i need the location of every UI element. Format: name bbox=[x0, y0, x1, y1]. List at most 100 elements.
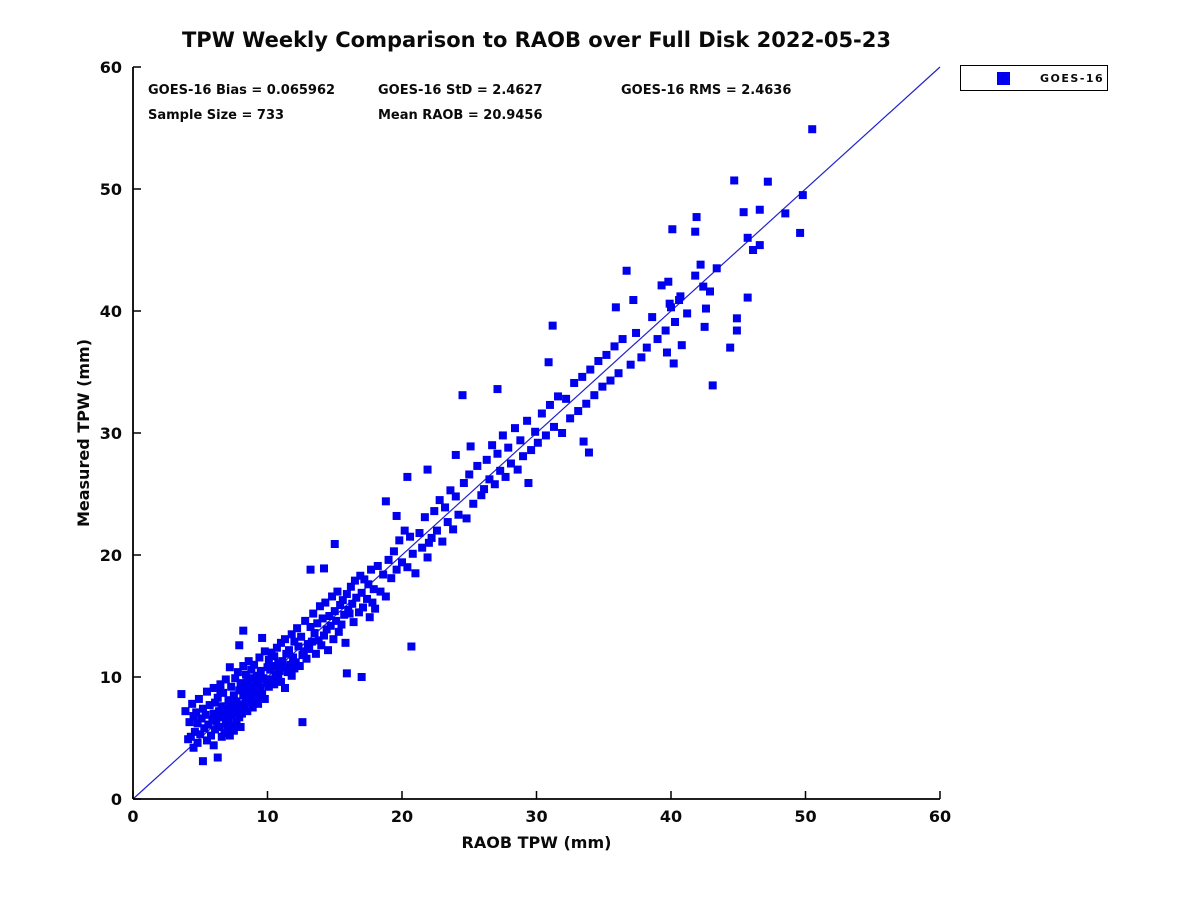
data-point bbox=[260, 647, 269, 656]
data-point bbox=[692, 213, 701, 222]
data-point bbox=[629, 296, 638, 305]
data-point bbox=[348, 599, 357, 608]
data-point bbox=[668, 225, 677, 234]
data-point bbox=[664, 277, 673, 286]
data-point bbox=[202, 687, 211, 696]
data-point bbox=[276, 677, 285, 686]
data-point bbox=[267, 675, 276, 684]
data-point bbox=[299, 647, 308, 656]
data-point bbox=[465, 470, 474, 479]
data-point bbox=[598, 382, 607, 391]
data-point bbox=[667, 303, 675, 312]
data-point bbox=[358, 603, 367, 612]
data-point bbox=[270, 652, 279, 661]
data-point bbox=[193, 719, 202, 728]
data-point bbox=[213, 753, 222, 762]
data-point bbox=[233, 705, 242, 714]
data-point bbox=[235, 686, 244, 695]
data-point bbox=[237, 709, 246, 718]
data-point bbox=[279, 663, 288, 672]
data-point bbox=[337, 620, 346, 629]
data-point bbox=[223, 704, 232, 713]
data-point bbox=[356, 571, 365, 580]
data-point bbox=[306, 565, 315, 574]
data-point bbox=[346, 582, 355, 591]
data-point bbox=[407, 642, 416, 651]
y-tick-label: 40 bbox=[100, 302, 122, 321]
data-point bbox=[326, 621, 335, 630]
data-point bbox=[367, 565, 376, 574]
data-point bbox=[283, 668, 292, 677]
data-point bbox=[373, 561, 382, 570]
data-point bbox=[449, 525, 458, 534]
data-point bbox=[732, 326, 741, 335]
data-point bbox=[541, 431, 550, 440]
data-point bbox=[519, 452, 528, 461]
data-point bbox=[227, 682, 236, 691]
data-point bbox=[319, 631, 328, 640]
data-point bbox=[270, 680, 279, 689]
data-point bbox=[671, 317, 680, 326]
data-point bbox=[562, 394, 571, 403]
data-point bbox=[211, 725, 220, 734]
data-point bbox=[504, 443, 513, 452]
data-point bbox=[395, 536, 404, 545]
data-point bbox=[248, 674, 257, 683]
data-point bbox=[310, 629, 319, 638]
data-point bbox=[493, 385, 502, 394]
data-point bbox=[488, 441, 497, 450]
data-point bbox=[637, 353, 646, 362]
y-tick-label: 0 bbox=[111, 790, 122, 809]
data-point bbox=[188, 699, 197, 708]
data-point bbox=[545, 400, 554, 409]
stat-mean-raob: Mean RAOB = 20.9456 bbox=[378, 108, 543, 123]
data-point bbox=[208, 715, 217, 724]
data-point bbox=[594, 357, 603, 366]
data-point bbox=[291, 658, 300, 667]
data-point bbox=[726, 343, 735, 352]
data-point bbox=[527, 446, 536, 455]
data-point bbox=[177, 690, 186, 699]
data-point bbox=[446, 486, 455, 495]
data-point bbox=[194, 694, 203, 703]
data-point bbox=[691, 227, 700, 236]
data-point bbox=[443, 518, 452, 527]
data-point bbox=[259, 674, 268, 683]
data-point bbox=[451, 450, 460, 459]
data-point bbox=[614, 369, 623, 378]
data-point bbox=[295, 662, 304, 671]
data-point bbox=[582, 399, 591, 408]
x-tick-label: 60 bbox=[929, 807, 951, 826]
data-point bbox=[318, 614, 327, 623]
data-point bbox=[196, 730, 205, 739]
data-point bbox=[333, 587, 342, 596]
data-point bbox=[708, 381, 717, 390]
data-point bbox=[340, 610, 349, 619]
data-point bbox=[618, 335, 627, 344]
data-point bbox=[244, 657, 253, 666]
data-point bbox=[482, 455, 491, 464]
data-point bbox=[192, 708, 201, 717]
data-point bbox=[189, 743, 198, 752]
data-point bbox=[462, 514, 471, 523]
data-point bbox=[236, 723, 245, 732]
data-point bbox=[732, 314, 741, 323]
data-point bbox=[228, 721, 237, 730]
data-point bbox=[513, 465, 522, 474]
data-point bbox=[357, 673, 366, 681]
data-point bbox=[334, 627, 343, 636]
data-point bbox=[523, 416, 532, 425]
data-point bbox=[264, 682, 273, 691]
data-point bbox=[287, 671, 296, 680]
data-point bbox=[469, 499, 478, 508]
data-point bbox=[381, 497, 390, 506]
data-point bbox=[743, 293, 752, 302]
data-point bbox=[314, 636, 323, 645]
data-point bbox=[392, 511, 401, 520]
data-point bbox=[256, 666, 265, 675]
data-point bbox=[441, 503, 450, 512]
data-point bbox=[302, 654, 311, 663]
data-point bbox=[669, 359, 678, 368]
data-point bbox=[201, 710, 210, 719]
data-point bbox=[309, 609, 318, 618]
